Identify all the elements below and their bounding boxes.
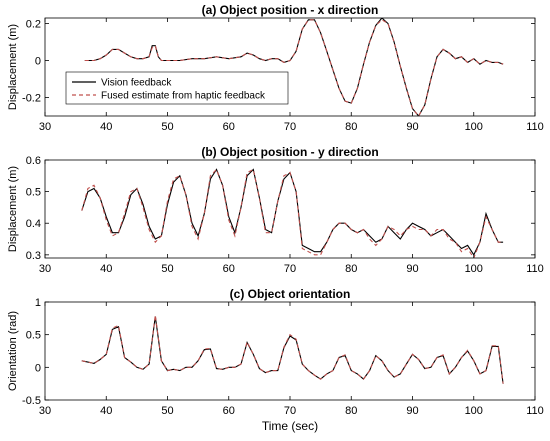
x-tick-label-2-0: 30 bbox=[39, 405, 51, 417]
x-tick-label-2-3: 60 bbox=[223, 405, 235, 417]
x-tick-label-1-0: 30 bbox=[39, 263, 51, 275]
x-tick-label-0-2: 50 bbox=[161, 121, 173, 133]
series-line-1-1 bbox=[81, 168, 504, 258]
x-tick-label-1-3: 60 bbox=[223, 263, 235, 275]
legend-label-1: Fused estimate from haptic feedback bbox=[101, 91, 266, 102]
chart-title-2: (c) Object orientation bbox=[230, 287, 351, 301]
x-tick-label-0-4: 70 bbox=[284, 121, 296, 133]
y-tick-label-1-3: 0.6 bbox=[26, 155, 41, 167]
chart-title-0: (a) Object position - x direction bbox=[202, 3, 379, 17]
legend-box bbox=[65, 71, 289, 105]
y-tick-label-1-2: 0.5 bbox=[26, 187, 41, 199]
x-tick-label-1-4: 70 bbox=[284, 263, 296, 275]
y-tick-label-2-3: 1 bbox=[35, 297, 41, 309]
y-axis-label-2: Orientation (rad) bbox=[7, 311, 19, 391]
x-tick-label-1-6: 90 bbox=[406, 263, 418, 275]
y-axis-label-0: Displacement (m) bbox=[7, 24, 19, 110]
y-tick-label-0-0: -0.2 bbox=[22, 93, 41, 105]
x-tick-label-0-8: 110 bbox=[526, 121, 544, 133]
x-tick-label-1-8: 110 bbox=[526, 263, 544, 275]
series-line-2-1 bbox=[81, 315, 504, 384]
x-tick-label-0-3: 60 bbox=[223, 121, 235, 133]
x-tick-label-2-4: 70 bbox=[284, 405, 296, 417]
x-tick-label-0-6: 90 bbox=[406, 121, 418, 133]
y-axis-label-1: Displacement (m) bbox=[7, 166, 19, 252]
y-tick-label-2-2: 0.5 bbox=[26, 330, 41, 342]
x-tick-label-0-1: 40 bbox=[100, 121, 112, 133]
x-tick-label-2-1: 40 bbox=[100, 405, 112, 417]
series-line-0-1 bbox=[84, 19, 504, 116]
x-tick-label-1-1: 40 bbox=[100, 263, 112, 275]
chart-title-1: (b) Object position - y direction bbox=[201, 145, 378, 159]
legend-label-0: Vision feedback bbox=[101, 78, 172, 89]
x-tick-label-2-8: 110 bbox=[526, 405, 544, 417]
x-tick-label-1-2: 50 bbox=[161, 263, 173, 275]
x-axis-label-2: Time (sec) bbox=[262, 419, 318, 433]
x-tick-label-2-7: 100 bbox=[465, 405, 483, 417]
x-tick-label-2-6: 90 bbox=[406, 405, 418, 417]
y-tick-label-0-1: 0 bbox=[35, 56, 41, 68]
x-tick-label-1-7: 100 bbox=[465, 263, 483, 275]
x-tick-label-0-5: 80 bbox=[345, 121, 357, 133]
y-tick-label-1-1: 0.4 bbox=[26, 218, 41, 230]
x-tick-label-1-5: 80 bbox=[345, 263, 357, 275]
x-tick-label-0-7: 100 bbox=[465, 121, 483, 133]
x-tick-label-0-0: 30 bbox=[39, 121, 51, 133]
y-tick-label-1-0: 0.3 bbox=[26, 250, 41, 262]
y-tick-label-2-0: -0.5 bbox=[22, 395, 41, 407]
plot-area-2 bbox=[45, 302, 535, 400]
x-tick-label-2-2: 50 bbox=[161, 405, 173, 417]
y-tick-label-2-1: 0 bbox=[35, 362, 41, 374]
x-tick-label-2-5: 80 bbox=[345, 405, 357, 417]
y-tick-label-0-2: 0.2 bbox=[26, 19, 41, 31]
plot-area-1 bbox=[45, 160, 535, 258]
